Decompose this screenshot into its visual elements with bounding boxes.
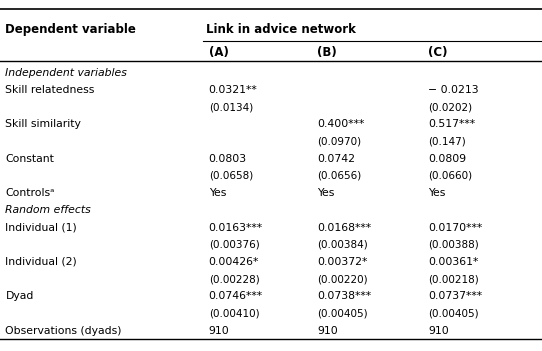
Text: (0.00218): (0.00218) bbox=[428, 274, 479, 284]
Text: 0.0809: 0.0809 bbox=[428, 154, 466, 164]
Text: (A): (A) bbox=[209, 46, 229, 59]
Text: (C): (C) bbox=[428, 46, 448, 59]
Text: 0.0737***: 0.0737*** bbox=[428, 291, 482, 301]
Text: (0.147): (0.147) bbox=[428, 137, 466, 146]
Text: 0.00426*: 0.00426* bbox=[209, 257, 259, 267]
Text: Random effects: Random effects bbox=[5, 205, 91, 215]
Text: 0.517***: 0.517*** bbox=[428, 119, 475, 129]
Text: 0.0170***: 0.0170*** bbox=[428, 223, 482, 232]
Text: (0.00384): (0.00384) bbox=[317, 240, 368, 250]
Text: 0.00372*: 0.00372* bbox=[317, 257, 367, 267]
Text: Dyad: Dyad bbox=[5, 291, 34, 301]
Text: Skill relatedness: Skill relatedness bbox=[5, 85, 95, 95]
Text: Controlsᵃ: Controlsᵃ bbox=[5, 188, 55, 198]
Text: (0.0970): (0.0970) bbox=[317, 137, 361, 146]
Text: (B): (B) bbox=[317, 46, 337, 59]
Text: 0.0803: 0.0803 bbox=[209, 154, 247, 164]
Text: (0.00388): (0.00388) bbox=[428, 240, 479, 250]
Text: (0.00220): (0.00220) bbox=[317, 274, 367, 284]
Text: Individual (1): Individual (1) bbox=[5, 223, 77, 232]
Text: − 0.0213: − 0.0213 bbox=[428, 85, 479, 95]
Text: Yes: Yes bbox=[209, 188, 226, 198]
Text: Skill similarity: Skill similarity bbox=[5, 119, 81, 129]
Text: 910: 910 bbox=[428, 326, 449, 336]
Text: 0.0168***: 0.0168*** bbox=[317, 223, 371, 232]
Text: (0.0660): (0.0660) bbox=[428, 171, 472, 181]
Text: Independent variables: Independent variables bbox=[5, 68, 127, 78]
Text: 0.0746***: 0.0746*** bbox=[209, 291, 263, 301]
Text: (0.00228): (0.00228) bbox=[209, 274, 260, 284]
Text: 910: 910 bbox=[317, 326, 338, 336]
Text: Individual (2): Individual (2) bbox=[5, 257, 77, 267]
Text: 0.0738***: 0.0738*** bbox=[317, 291, 371, 301]
Text: Constant: Constant bbox=[5, 154, 54, 164]
Text: Yes: Yes bbox=[428, 188, 446, 198]
Text: 910: 910 bbox=[209, 326, 229, 336]
Text: (0.0134): (0.0134) bbox=[209, 102, 253, 112]
Text: (0.0656): (0.0656) bbox=[317, 171, 362, 181]
Text: 0.00361*: 0.00361* bbox=[428, 257, 479, 267]
Text: (0.00405): (0.00405) bbox=[428, 309, 479, 318]
Text: 0.0321**: 0.0321** bbox=[209, 85, 257, 95]
Text: Dependent variable: Dependent variable bbox=[5, 23, 136, 36]
Text: (0.00376): (0.00376) bbox=[209, 240, 260, 250]
Text: Yes: Yes bbox=[317, 188, 334, 198]
Text: 0.0163***: 0.0163*** bbox=[209, 223, 263, 232]
Text: 0.400***: 0.400*** bbox=[317, 119, 364, 129]
Text: Observations (dyads): Observations (dyads) bbox=[5, 326, 122, 336]
Text: (0.00405): (0.00405) bbox=[317, 309, 367, 318]
Text: (0.00410): (0.00410) bbox=[209, 309, 259, 318]
Text: (0.0202): (0.0202) bbox=[428, 102, 472, 112]
Text: 0.0742: 0.0742 bbox=[317, 154, 355, 164]
Text: (0.0658): (0.0658) bbox=[209, 171, 253, 181]
Text: Link in advice network: Link in advice network bbox=[206, 23, 356, 36]
